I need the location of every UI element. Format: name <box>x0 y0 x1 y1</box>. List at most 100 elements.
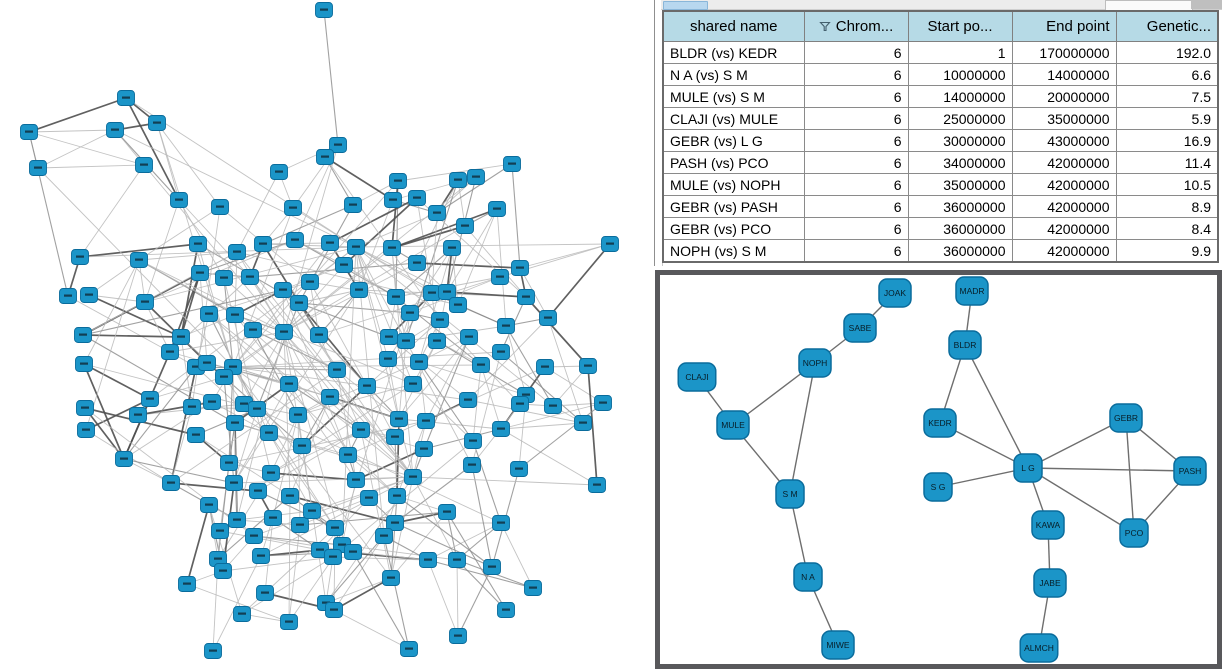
network-node[interactable] <box>162 475 180 491</box>
table-cell[interactable]: 36000000 <box>907 195 1013 218</box>
table-cell[interactable]: 42000000 <box>1011 173 1117 196</box>
network-node[interactable] <box>347 472 365 488</box>
network-node[interactable] <box>419 552 437 568</box>
network-node-madr[interactable]: MADR <box>955 276 989 306</box>
network-node[interactable] <box>601 236 619 252</box>
network-node-l-g[interactable]: L G <box>1013 453 1043 483</box>
network-node[interactable] <box>389 173 407 189</box>
network-node[interactable] <box>428 205 446 221</box>
network-node[interactable] <box>329 137 347 153</box>
network-node[interactable] <box>358 378 376 394</box>
network-node-pash[interactable]: PASH <box>1173 456 1207 486</box>
network-node[interactable] <box>130 252 148 268</box>
column-header-3[interactable]: End point <box>1011 10 1117 42</box>
network-node[interactable] <box>198 355 216 371</box>
network-node-gebr[interactable]: GEBR <box>1109 403 1143 433</box>
horizontal-scrollbar[interactable] <box>661 0 1222 11</box>
table-cell[interactable]: 20000000 <box>1011 85 1117 108</box>
network-edge[interactable] <box>1027 467 1135 534</box>
network-node[interactable] <box>226 307 244 323</box>
network-node[interactable] <box>291 517 309 533</box>
network-edge[interactable] <box>937 467 1029 488</box>
network-node[interactable] <box>75 356 93 372</box>
table-cell[interactable]: MULE (vs) NOPH <box>662 173 805 196</box>
network-node[interactable] <box>390 411 408 427</box>
table-row[interactable]: GEBR (vs) L G 6 30000000 43000000 16.9 <box>662 129 1219 152</box>
network-node[interactable] <box>404 469 422 485</box>
network-node[interactable] <box>172 329 190 345</box>
table-cell[interactable]: 6 <box>803 41 909 64</box>
network-node[interactable] <box>467 169 485 185</box>
network-node[interactable] <box>503 156 521 172</box>
network-node[interactable] <box>303 503 321 519</box>
table-cell[interactable]: 43000000 <box>1011 129 1117 152</box>
network-node[interactable] <box>71 249 89 265</box>
table-cell[interactable]: 6 <box>803 107 909 130</box>
network-node[interactable] <box>129 407 147 423</box>
network-node-kawa[interactable]: KAWA <box>1031 510 1065 540</box>
network-node[interactable] <box>384 192 402 208</box>
network-edge[interactable] <box>789 362 816 495</box>
network-node[interactable] <box>579 358 597 374</box>
table-cell[interactable]: 9.9 <box>1115 239 1219 263</box>
network-node[interactable] <box>492 344 510 360</box>
network-node[interactable] <box>375 528 393 544</box>
network-node[interactable] <box>417 413 435 429</box>
network-node[interactable] <box>245 528 263 544</box>
network-node[interactable] <box>76 400 94 416</box>
network-node[interactable] <box>483 559 501 575</box>
network-node[interactable] <box>252 548 270 564</box>
network-node[interactable] <box>233 606 251 622</box>
network-node[interactable] <box>460 329 478 345</box>
network-node[interactable] <box>325 602 343 618</box>
network-node[interactable] <box>310 327 328 343</box>
network-node-s-g[interactable]: S G <box>923 472 953 502</box>
network-node[interactable] <box>254 236 272 252</box>
network-edge[interactable] <box>1125 417 1135 534</box>
table-cell[interactable]: 42000000 <box>1011 217 1117 240</box>
network-node[interactable] <box>408 255 426 271</box>
table-cell[interactable]: 42000000 <box>1011 195 1117 218</box>
table-cell[interactable]: 35000000 <box>1011 107 1117 130</box>
table-cell[interactable]: 14000000 <box>1011 63 1117 86</box>
network-node[interactable] <box>301 274 319 290</box>
table-cell[interactable]: 10000000 <box>907 63 1013 86</box>
network-node[interactable] <box>335 257 353 273</box>
detail-network-canvas[interactable]: JOAK MADR SABE BLDR NOPH CLAJI GEBR MULE KEDR L G… <box>660 275 1217 664</box>
network-node[interactable] <box>588 477 606 493</box>
table-cell[interactable]: 6 <box>803 63 909 86</box>
table-cell[interactable]: GEBR (vs) L G <box>662 129 805 152</box>
network-node[interactable] <box>387 289 405 305</box>
table-cell[interactable]: 8.9 <box>1115 195 1219 218</box>
network-node[interactable] <box>410 354 428 370</box>
network-node-sabe[interactable]: SABE <box>843 313 877 343</box>
table-cell[interactable]: 30000000 <box>907 129 1013 152</box>
network-node[interactable] <box>106 122 124 138</box>
network-node[interactable] <box>360 490 378 506</box>
table-cell[interactable]: 192.0 <box>1115 41 1219 64</box>
network-node[interactable] <box>321 389 339 405</box>
network-node[interactable] <box>220 455 238 471</box>
network-node[interactable] <box>115 451 133 467</box>
column-header-1[interactable]: Chrom... <box>803 10 909 42</box>
network-node[interactable] <box>191 265 209 281</box>
network-node[interactable] <box>117 90 135 106</box>
table-cell[interactable]: PASH (vs) PCO <box>662 151 805 174</box>
network-node[interactable] <box>280 376 298 392</box>
network-node-bldr[interactable]: BLDR <box>948 330 982 360</box>
network-node[interactable] <box>281 488 299 504</box>
table-cell[interactable]: NOPH (vs) S M <box>662 239 805 263</box>
network-node[interactable] <box>459 392 477 408</box>
network-node[interactable] <box>249 483 267 499</box>
network-node[interactable] <box>284 200 302 216</box>
network-node[interactable] <box>536 359 554 375</box>
network-node[interactable] <box>511 396 529 412</box>
network-node[interactable] <box>225 475 243 491</box>
network-node[interactable] <box>472 357 490 373</box>
network-node[interactable] <box>29 160 47 176</box>
network-node[interactable] <box>270 164 288 180</box>
column-header-0[interactable]: shared name <box>662 10 805 42</box>
network-node-mule[interactable]: MULE <box>716 410 750 440</box>
network-node[interactable] <box>438 504 456 520</box>
table-cell[interactable]: 25000000 <box>907 107 1013 130</box>
